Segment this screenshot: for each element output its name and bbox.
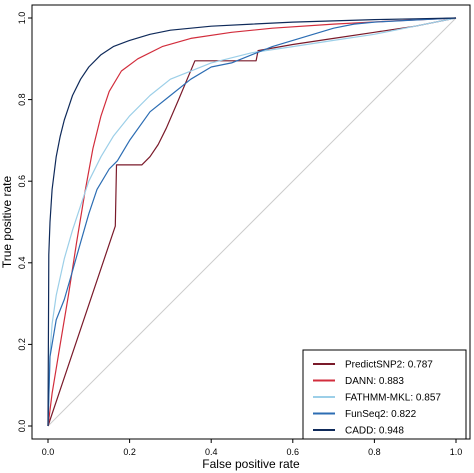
legend-label: PredictSNP2: 0.787 <box>345 360 433 371</box>
x-tick-label: 0.6 <box>287 447 300 457</box>
x-tick-label: 0.2 <box>123 447 136 457</box>
y-tick-label: 0.0 <box>17 420 27 433</box>
x-tick-label: 0.0 <box>42 447 55 457</box>
series-line-funseq2 <box>47 17 457 427</box>
y-tick-label: 0.4 <box>17 257 27 270</box>
y-axis-title: True positive rate <box>0 176 14 269</box>
x-tick-label: 1.0 <box>450 447 463 457</box>
series-line-dann <box>47 17 457 427</box>
x-axis-title: False positive rate <box>202 457 300 471</box>
y-axis: 0.0 0.2 0.4 0.6 0.8 1.0 <box>17 12 32 433</box>
x-tick-label: 0.8 <box>368 447 381 457</box>
legend: PredictSNP2: 0.787 DANN: 0.883 FATHMM-MKL:… <box>302 349 467 440</box>
legend-label: CADD: 0.948 <box>345 426 404 437</box>
y-tick-label: 0.2 <box>17 338 27 351</box>
reference-layer <box>47 17 457 427</box>
series-layer <box>47 17 457 427</box>
reference-diagonal-line <box>47 17 457 427</box>
y-tick-label: 0.8 <box>17 93 27 106</box>
legend-label: FunSeq2: 0.822 <box>345 409 417 420</box>
x-axis: 0.0 0.2 0.4 0.6 0.8 1.0 <box>42 439 463 457</box>
plot-frame <box>31 4 471 440</box>
series-line-cadd <box>47 17 457 427</box>
y-tick-label: 0.6 <box>17 175 27 188</box>
x-tick-label: 0.4 <box>205 447 218 457</box>
series-line-fathmm-mkl <box>47 17 457 427</box>
series-line-predictsnp2 <box>47 17 457 427</box>
legend-label: DANN: 0.883 <box>345 376 404 387</box>
legend-label: FATHMM-MKL: 0.857 <box>345 393 441 404</box>
y-tick-label: 1.0 <box>17 12 27 25</box>
